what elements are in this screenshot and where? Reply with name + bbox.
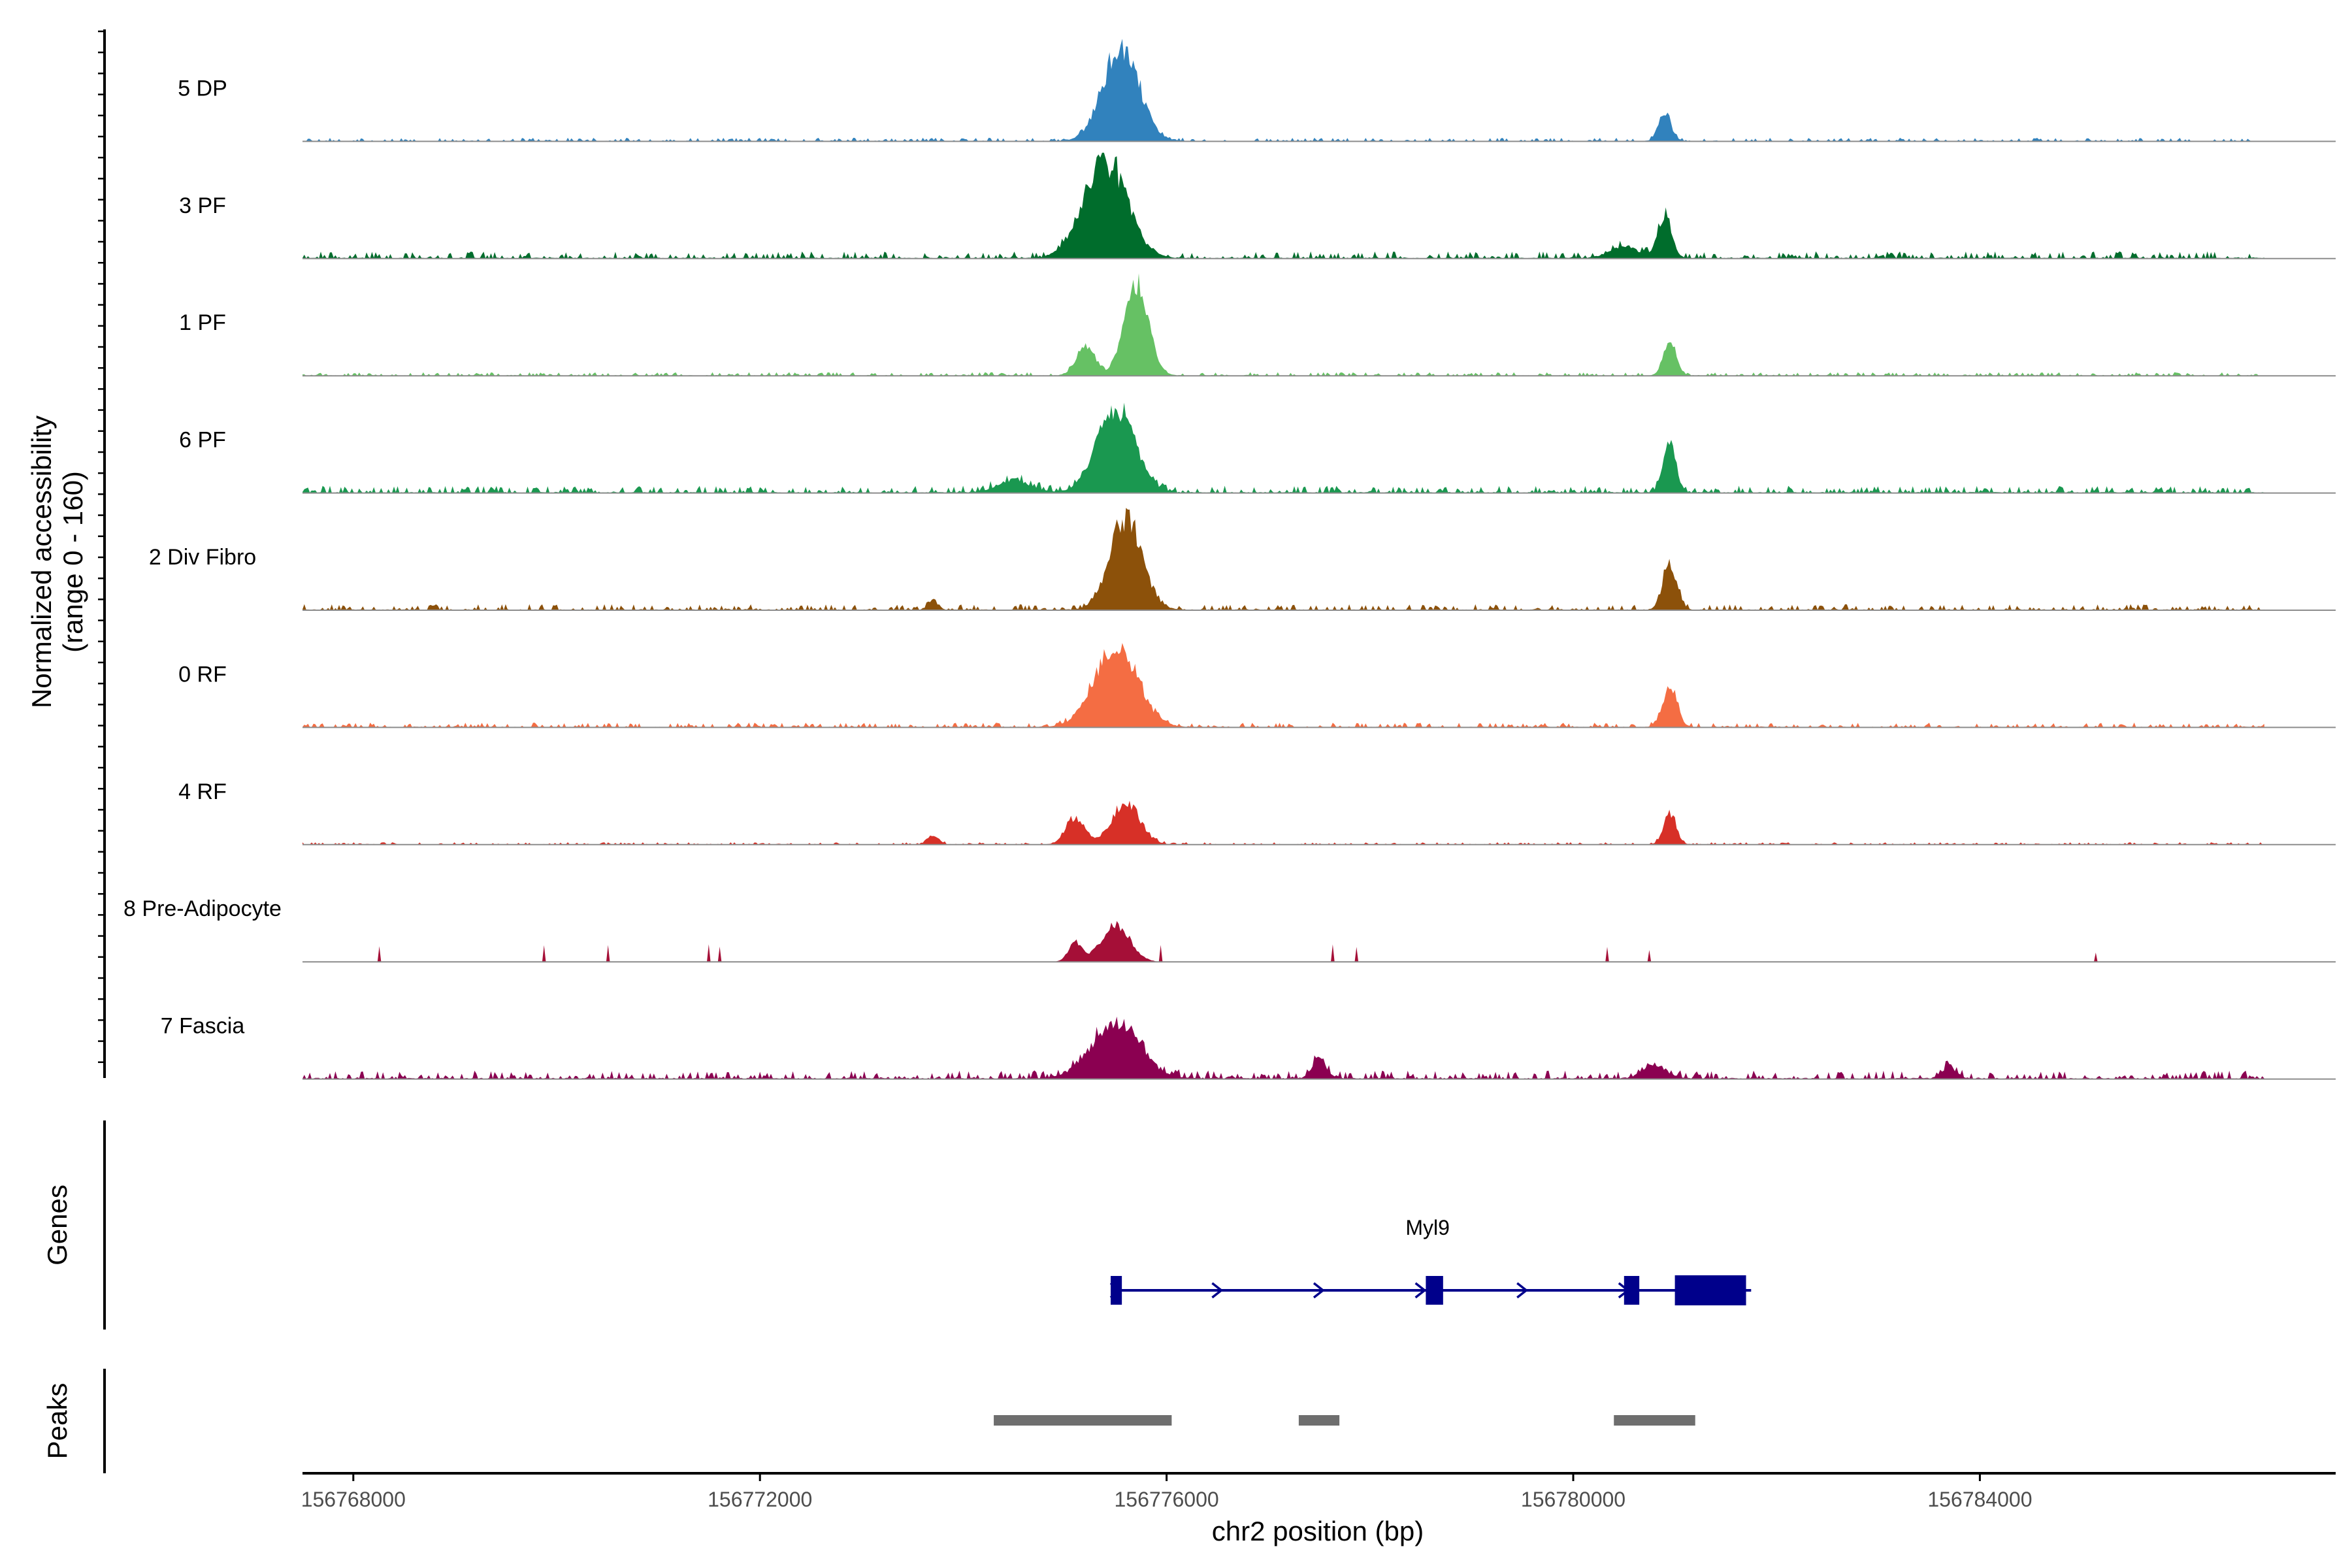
- peak-region: [994, 1415, 1172, 1426]
- x-tick-label: 156772000: [708, 1488, 812, 1511]
- track-label: 6 PF: [179, 428, 226, 453]
- strand-arrow: [1516, 1282, 1529, 1299]
- gene-exon: [1674, 1275, 1746, 1305]
- track-5-dp: 5 DP: [178, 39, 2336, 142]
- peak-regions: [994, 1415, 1695, 1426]
- track-1-pf: 1 PF: [179, 273, 2336, 377]
- track-label: 8 Pre-Adipocyte: [123, 896, 282, 921]
- track-label: 3 PF: [179, 193, 226, 218]
- genes-label: Genes: [42, 1184, 73, 1266]
- strand-arrow: [1211, 1282, 1224, 1299]
- peaks-label: Peaks: [42, 1383, 73, 1460]
- y-axis-range: (range 0 - 160): [57, 471, 88, 653]
- coverage-area: [302, 921, 2265, 962]
- track-3-pf: 3 PF: [179, 152, 2336, 259]
- gene-exon: [1426, 1276, 1443, 1305]
- coverage-area: [302, 800, 2265, 845]
- track-0-rf: 0 RF: [178, 643, 2336, 728]
- accessibility-tracks: 5 DP 3 PF 1 PF 6 PF 2 Div Fibro 0 RF 4 RF 8 Pre…: [123, 39, 2336, 1080]
- peak-region: [1298, 1415, 1340, 1426]
- track-label: 2 Div Fibro: [149, 545, 256, 570]
- gene-model-myl9: [1109, 1275, 1752, 1305]
- gene-exon: [1624, 1276, 1640, 1305]
- x-tick-label: 156768000: [301, 1488, 406, 1511]
- x-tick-label: 156780000: [1521, 1488, 1625, 1511]
- track-6-pf: 6 PF: [179, 402, 2336, 494]
- strand-arrow: [1414, 1282, 1427, 1299]
- x-tick-label: 156784000: [1927, 1488, 2032, 1511]
- coverage-area: [302, 643, 2265, 728]
- y-axis-title: Normalized accessibility: [26, 416, 57, 708]
- coverage-area: [302, 402, 2265, 493]
- track-label: 0 RF: [178, 662, 227, 687]
- coverage-area: [302, 273, 2265, 376]
- gene-label-myl9: Myl9: [1405, 1216, 1450, 1239]
- track-label: 1 PF: [179, 310, 226, 335]
- track-label: 5 DP: [178, 76, 227, 101]
- track-7-fascia: 7 Fascia: [161, 1014, 2336, 1080]
- x-axis-ticks: 156768000 156772000 156776000 156780000 1567…: [301, 1473, 2032, 1511]
- gene-exon: [1111, 1276, 1122, 1305]
- track-4-rf: 4 RF: [178, 779, 2336, 845]
- peak-region: [1614, 1415, 1695, 1426]
- x-tick-label: 156776000: [1115, 1488, 1219, 1511]
- coverage-area: [302, 1017, 2265, 1079]
- track-8-pre-adipocyte: 8 Pre-Adipocyte: [123, 896, 2336, 963]
- coverage-area: [302, 39, 2265, 142]
- y-axis-ticks: [98, 30, 105, 1064]
- track-2-div-fibro: 2 Div Fibro: [149, 508, 2336, 611]
- strand-arrow: [1313, 1282, 1325, 1299]
- coverage-area: [302, 508, 2265, 610]
- x-axis-title: chr2 position (bp): [1212, 1516, 1424, 1546]
- track-label: 4 RF: [178, 779, 227, 804]
- track-label: 7 Fascia: [161, 1014, 245, 1039]
- coverage-area: [302, 152, 2265, 259]
